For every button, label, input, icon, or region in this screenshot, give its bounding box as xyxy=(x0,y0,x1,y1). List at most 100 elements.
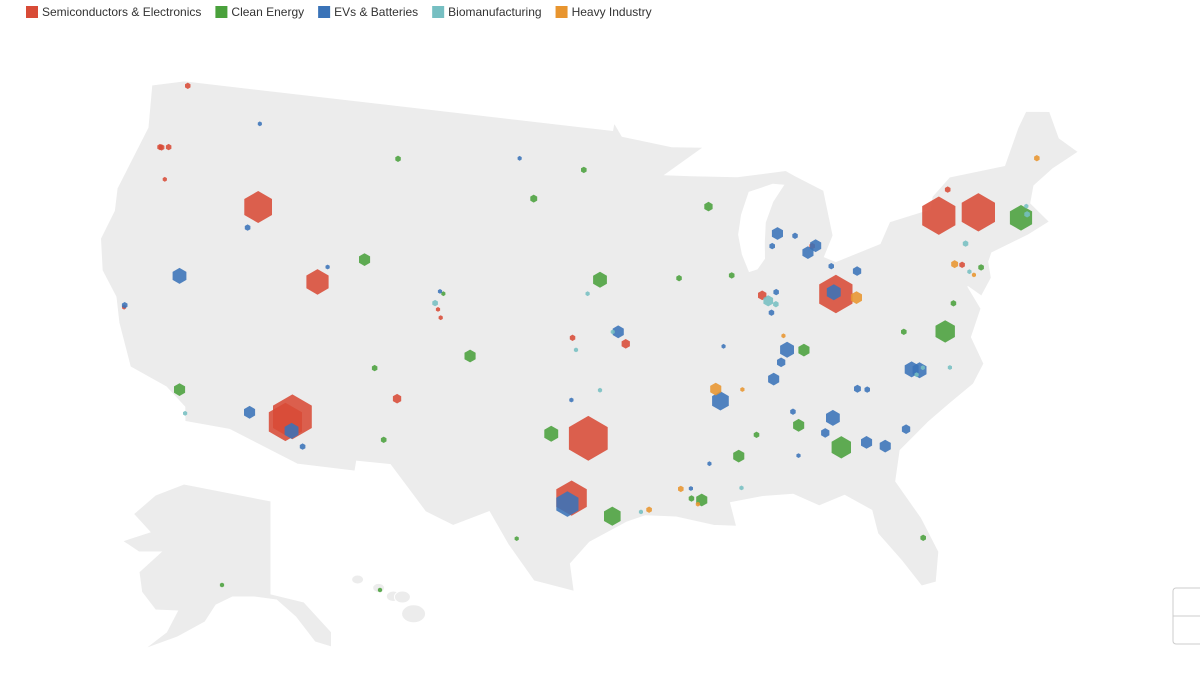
site-marker xyxy=(395,155,401,162)
site-marker xyxy=(435,307,441,312)
site-marker xyxy=(793,418,805,432)
site-marker xyxy=(174,383,186,396)
site-marker xyxy=(707,461,712,467)
site-marker xyxy=(676,275,682,282)
land-alaska xyxy=(121,483,332,650)
site-marker xyxy=(612,325,624,339)
site-marker xyxy=(828,263,834,270)
site-marker xyxy=(569,397,574,403)
site-marker xyxy=(569,334,576,341)
site-marker xyxy=(371,364,378,372)
site-marker xyxy=(678,485,684,493)
site-marker xyxy=(769,242,775,250)
site-marker xyxy=(704,201,713,212)
site-marker xyxy=(850,291,862,304)
site-marker xyxy=(438,315,443,321)
site-marker xyxy=(821,428,830,438)
site-marker xyxy=(437,289,443,294)
site-marker xyxy=(733,449,745,463)
site-marker xyxy=(961,193,995,232)
site-marker xyxy=(962,240,969,247)
site-marker xyxy=(826,284,841,301)
site-marker xyxy=(914,372,919,378)
site-marker xyxy=(695,501,700,507)
site-marker xyxy=(610,329,615,335)
legend-label: Semiconductors & Electronics xyxy=(42,5,201,19)
site-marker xyxy=(971,272,976,278)
site-marker xyxy=(284,422,299,439)
site-marker xyxy=(798,343,810,357)
site-marker xyxy=(710,382,722,396)
site-marker xyxy=(244,224,251,231)
site-marker xyxy=(688,495,695,502)
site-marker xyxy=(646,506,652,513)
land-hawaii xyxy=(393,590,411,604)
site-marker xyxy=(573,347,579,353)
site-marker xyxy=(920,365,925,371)
site-marker xyxy=(740,387,745,392)
site-marker xyxy=(544,425,559,442)
legend-label: EVs & Batteries xyxy=(334,5,418,19)
legend-swatch xyxy=(555,6,568,18)
site-marker xyxy=(712,391,729,411)
site-marker xyxy=(1024,203,1029,209)
site-marker xyxy=(392,393,402,404)
site-marker xyxy=(773,288,779,296)
site-marker xyxy=(299,443,306,450)
site-marker xyxy=(728,272,735,279)
site-marker xyxy=(158,144,165,151)
site-marker xyxy=(826,409,840,426)
site-marker xyxy=(568,415,608,461)
site-marker xyxy=(944,186,951,193)
legend-swatch xyxy=(215,6,228,18)
site-marker xyxy=(464,349,476,363)
site-marker xyxy=(922,196,956,235)
site-marker xyxy=(771,227,783,240)
site-marker xyxy=(852,266,862,276)
site-marker xyxy=(162,176,167,182)
land-us48 xyxy=(99,80,1080,593)
site-marker xyxy=(556,491,579,517)
land-hawaii xyxy=(401,604,427,624)
site-marker xyxy=(796,453,801,458)
site-marker xyxy=(810,239,822,253)
site-marker xyxy=(935,320,955,343)
site-marker xyxy=(920,534,926,541)
site-marker xyxy=(121,302,128,309)
site-marker xyxy=(597,387,603,393)
site-marker xyxy=(377,587,383,593)
site-marker xyxy=(802,246,814,259)
lake xyxy=(738,183,785,273)
site-marker xyxy=(781,333,786,339)
legend-swatch xyxy=(26,6,38,18)
site-marker xyxy=(183,410,188,416)
site-marker xyxy=(790,408,796,415)
site-marker xyxy=(864,386,870,393)
site-marker xyxy=(901,424,911,434)
site-marker xyxy=(688,486,693,491)
site-marker xyxy=(604,506,621,526)
site-marker xyxy=(172,267,187,284)
site-marker xyxy=(978,264,984,271)
site-marker xyxy=(621,339,630,349)
site-marker xyxy=(879,439,891,453)
site-marker xyxy=(854,384,861,393)
site-marker xyxy=(359,253,371,266)
site-marker xyxy=(861,436,873,449)
site-marker xyxy=(1009,205,1033,231)
site-marker xyxy=(763,295,774,307)
site-marker xyxy=(585,291,590,297)
site-marker xyxy=(432,299,438,307)
site-marker xyxy=(967,269,972,275)
legend-swatch xyxy=(432,6,445,18)
zoom-control[interactable] xyxy=(1172,587,1200,645)
site-marker xyxy=(773,301,779,308)
site-marker xyxy=(638,509,643,515)
site-marker xyxy=(257,121,262,127)
site-marker xyxy=(165,143,172,151)
site-marker xyxy=(530,194,538,203)
site-marker xyxy=(1024,211,1030,218)
markers xyxy=(121,82,1040,593)
site-marker xyxy=(792,232,798,239)
